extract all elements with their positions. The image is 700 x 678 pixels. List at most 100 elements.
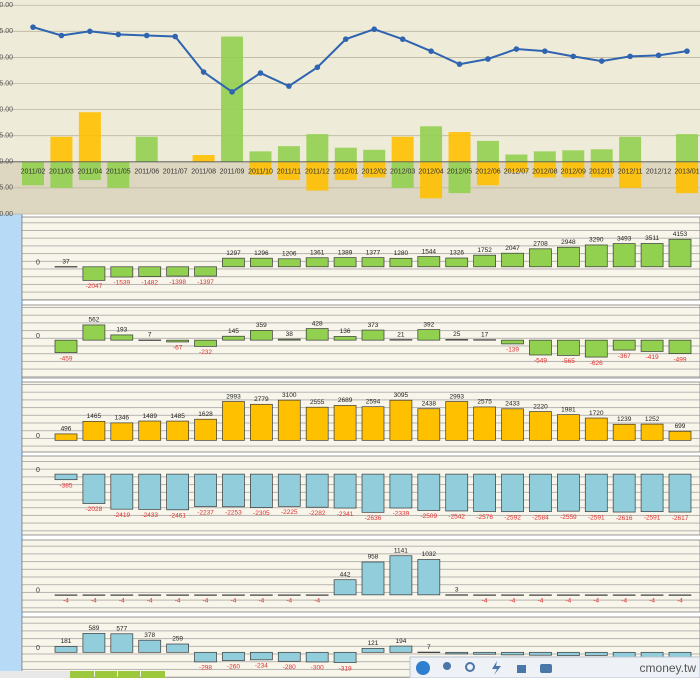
bar	[557, 339, 580, 356]
bar	[417, 329, 441, 341]
value-label: 2220	[533, 403, 548, 410]
bar	[110, 422, 134, 441]
sheet-tabs[interactable]	[0, 671, 165, 678]
bar	[529, 411, 552, 441]
bar	[668, 339, 692, 354]
line-point	[542, 48, 548, 54]
y-tick-label: 0	[36, 333, 40, 340]
bar	[612, 423, 636, 441]
bar	[82, 266, 106, 281]
bar	[54, 646, 78, 653]
bar	[557, 651, 580, 656]
bar	[194, 266, 217, 277]
bar	[110, 594, 134, 596]
play-icon[interactable]	[416, 661, 430, 675]
bar	[333, 336, 357, 341]
bar	[138, 266, 162, 277]
bar	[445, 473, 469, 512]
bar	[306, 134, 329, 162]
sheet-margin	[0, 214, 22, 678]
value-label: 1981	[561, 406, 576, 413]
bar	[22, 161, 44, 186]
value-label: 7	[148, 332, 152, 339]
line-point	[456, 61, 463, 67]
bar	[557, 246, 580, 268]
lock-icon[interactable]	[517, 665, 526, 673]
value-label: -4	[677, 598, 683, 605]
bar	[249, 151, 272, 162]
bar	[333, 579, 357, 596]
bolt-icon[interactable]	[492, 661, 501, 675]
bar	[250, 403, 273, 441]
value-label: 38	[286, 331, 294, 338]
value-label: 1326	[449, 250, 464, 257]
user-icon[interactable]	[443, 662, 451, 670]
value-label: 194	[395, 638, 406, 645]
value-label: 1720	[589, 410, 604, 417]
search-icon[interactable]	[465, 662, 475, 672]
value-label: -4	[119, 598, 125, 605]
line	[32, 26, 688, 94]
bar	[612, 243, 636, 268]
value-label: -4	[63, 598, 69, 605]
value-label: 25	[453, 331, 461, 338]
bar	[333, 651, 357, 663]
line-point	[428, 48, 434, 54]
bar	[138, 473, 162, 510]
value-label: -1539	[114, 280, 131, 287]
value-label: -2591	[588, 514, 605, 521]
value-label: 2779	[254, 396, 269, 403]
value-label: -4	[147, 598, 153, 605]
bar	[590, 161, 613, 178]
value-label: 3290	[589, 237, 604, 244]
x-tick-label: 2012/05	[447, 169, 472, 176]
line-point	[342, 36, 349, 42]
value-label: -4	[510, 598, 516, 605]
line-point	[143, 32, 150, 39]
bar	[557, 473, 580, 512]
bar	[473, 651, 496, 655]
camera-icon[interactable]	[540, 664, 552, 673]
value-label: -2542	[448, 514, 465, 521]
value-label: 2555	[310, 399, 325, 406]
value-label: 373	[368, 322, 379, 329]
value-label: 1280	[394, 250, 409, 257]
bar	[222, 473, 245, 508]
value-label: 2948	[561, 239, 576, 246]
bar	[138, 420, 162, 441]
value-label: -2576	[476, 514, 493, 521]
value-label: 589	[88, 625, 99, 632]
bar	[222, 257, 245, 268]
bar	[584, 339, 608, 358]
line-point	[115, 31, 122, 38]
bar	[250, 651, 273, 661]
value-label: 3100	[282, 392, 297, 399]
value-label: -2616	[616, 515, 633, 522]
bar	[249, 161, 272, 175]
y-tick-label: 15.00	[0, 80, 13, 87]
bar	[194, 473, 217, 507]
bar	[110, 633, 134, 653]
watermark: cmoney.tw	[640, 661, 697, 675]
bar	[194, 418, 217, 441]
bar	[676, 161, 698, 194]
bar	[305, 651, 329, 663]
value-label: 37	[62, 258, 70, 265]
x-tick-label: 2011/04	[77, 169, 102, 176]
value-label: -4	[231, 598, 237, 605]
value-label: -2237	[197, 509, 214, 516]
bar	[334, 147, 357, 162]
value-label: 1296	[254, 250, 269, 257]
bar	[54, 339, 78, 353]
value-label: -1397	[197, 279, 214, 286]
bar	[166, 643, 189, 653]
line-point	[229, 89, 235, 95]
line-point	[286, 83, 292, 89]
x-tick-label: 2012/11	[618, 169, 643, 176]
line-point	[257, 70, 264, 76]
bar	[138, 639, 162, 653]
value-label: -234	[255, 663, 268, 670]
x-tick-label: 2011/10	[248, 169, 273, 176]
bar	[250, 257, 273, 268]
bar	[361, 473, 385, 513]
